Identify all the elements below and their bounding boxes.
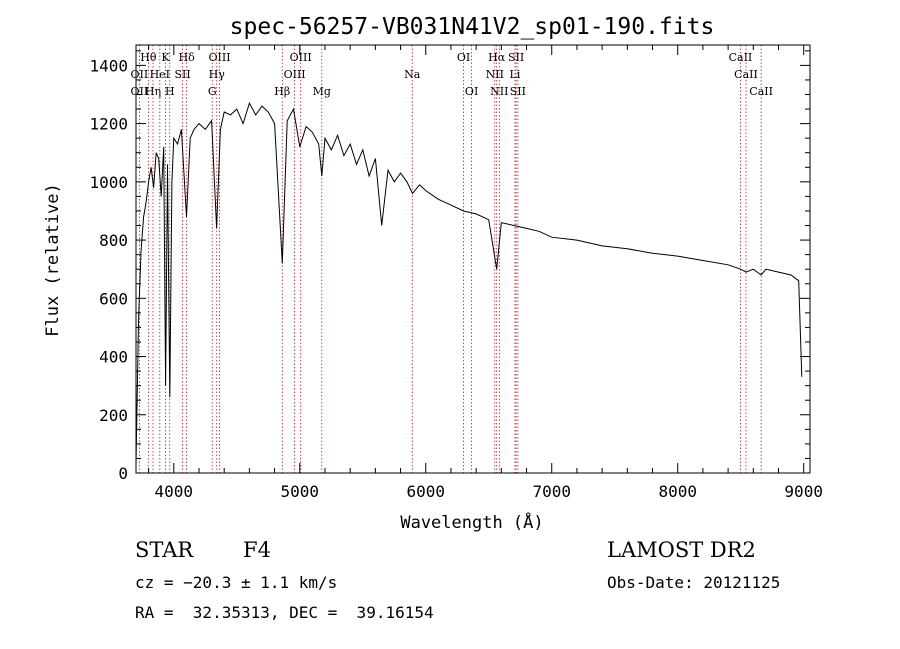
line-label: OI [457, 51, 470, 64]
line-label: Li [510, 68, 521, 81]
y-tick-label: 400 [99, 348, 128, 367]
x-tick-label: 4000 [155, 482, 194, 501]
line-label: Hθ [140, 51, 157, 64]
line-label: Hα [488, 51, 506, 64]
line-label: CaII [729, 51, 753, 64]
line-label: SII [508, 51, 524, 64]
y-tick-label: 1200 [89, 115, 128, 134]
line-label: Hβ [274, 85, 290, 98]
survey-name: LAMOST DR2 [607, 538, 756, 562]
plot-frame [135, 44, 811, 474]
line-label: SII [174, 68, 190, 81]
obs-date: Obs-Date: 20121125 [607, 573, 781, 592]
y-tick-label: 1000 [89, 173, 128, 192]
line-label: Hγ [209, 68, 226, 81]
line-label: OII [131, 68, 149, 81]
y-tick-label: 600 [99, 289, 128, 308]
spectrum-series [135, 101, 803, 465]
x-axis-label: Wavelength (Å) [400, 511, 543, 533]
y-tick-label: 200 [99, 406, 128, 425]
redshift-cz: cz = −20.3 ± 1.1 km/s [135, 573, 338, 592]
x-tick-label: 8000 [658, 482, 697, 501]
line-label: K [161, 51, 170, 64]
y-tick-label: 1400 [89, 56, 128, 75]
axis-ticks: 4000 5000 6000 7000 8000 9000 0 200 400 600 800 100… [89, 45, 823, 501]
line-label: CaII [749, 85, 773, 98]
line-label: Mg [313, 85, 331, 98]
chart-title: spec-56257-VB031N41V2_sp01-190.fits [230, 14, 715, 40]
spectrum-line [135, 101, 803, 465]
line-label: Na [404, 68, 421, 81]
line-label: OII [131, 85, 149, 98]
y-axis-label: Flux (relative) [43, 183, 63, 337]
x-tick-label: 6000 [406, 482, 445, 501]
x-tick-label: 9000 [784, 482, 823, 501]
line-label: SII [510, 85, 526, 98]
line-label: Hδ [179, 51, 196, 64]
object-subclass: F4 [243, 538, 271, 562]
object-class: STAR [135, 538, 194, 562]
line-label: NII [490, 85, 508, 98]
x-tick-label: 5000 [281, 482, 320, 501]
line-label: HeI [150, 68, 170, 81]
line-label: NII [486, 68, 504, 81]
emission-line-markers [139, 45, 762, 473]
line-label: CaII [734, 68, 758, 81]
line-label: H [165, 85, 175, 98]
line-label: OI [465, 85, 478, 98]
line-label: Hη [145, 85, 161, 98]
line-label: OIII [290, 51, 312, 64]
line-label: OIII [208, 51, 230, 64]
coordinates: RA = 32.35313, DEC = 39.16154 [135, 603, 434, 622]
y-tick-label: 800 [99, 231, 128, 250]
y-tick-label: 0 [118, 464, 128, 483]
x-tick-label: 7000 [532, 482, 571, 501]
line-label: G [208, 85, 217, 98]
line-label: OIII [284, 68, 306, 81]
